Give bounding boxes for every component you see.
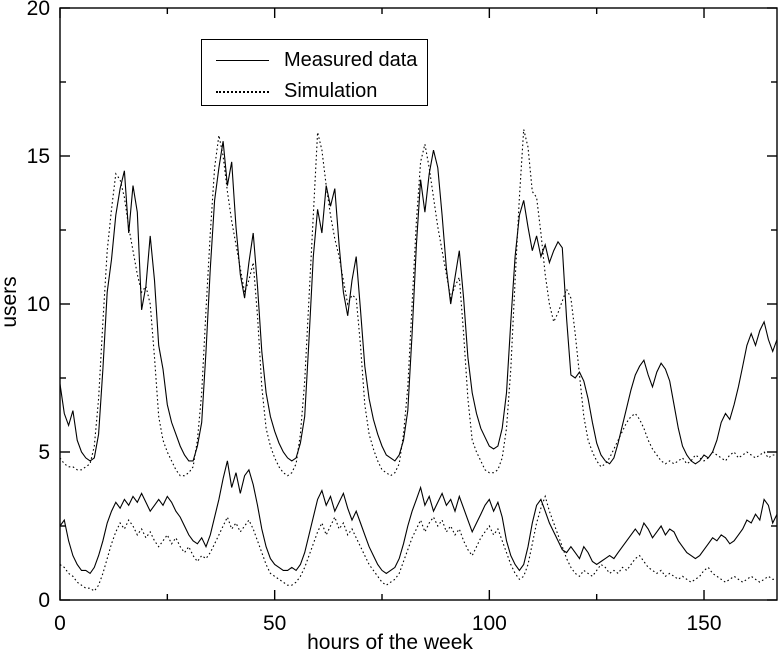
legend-row-simulation: Simulation	[202, 76, 427, 107]
y-tick-label: 20	[27, 0, 50, 20]
x-tick-label: 100	[472, 612, 507, 635]
legend-label-measured: Measured data	[284, 49, 418, 71]
tick-labels: 0 50 100 150 0 5 10 15 20	[27, 0, 722, 635]
legend-box: Measured data Simulation	[201, 39, 428, 106]
x-tick-label: 50	[263, 612, 286, 635]
y-axis-title: users	[0, 276, 21, 327]
x-tick-label: 150	[686, 612, 721, 635]
x-tick-label: 0	[54, 612, 66, 635]
y-tick-label: 0	[38, 589, 50, 612]
plot-dynamic-layer: 0 50 100 150 0 5 10 15 20	[27, 0, 778, 635]
axis-ticks	[59, 7, 777, 601]
y-tick-label: 15	[27, 145, 50, 168]
series-simulation-lower	[59, 494, 777, 592]
simulation-line-sample	[216, 90, 269, 93]
measured-line-sample	[216, 60, 269, 61]
series-measured-upper	[59, 141, 778, 465]
y-tick-label: 10	[27, 293, 50, 316]
legend-row-measured: Measured data	[202, 45, 427, 76]
y-tick-label: 5	[38, 441, 50, 464]
series-simulation-upper	[59, 129, 777, 477]
series-measured-lower	[59, 460, 778, 575]
x-axis-title: hours of the week	[307, 631, 473, 654]
legend-label-simulation: Simulation	[284, 80, 378, 102]
